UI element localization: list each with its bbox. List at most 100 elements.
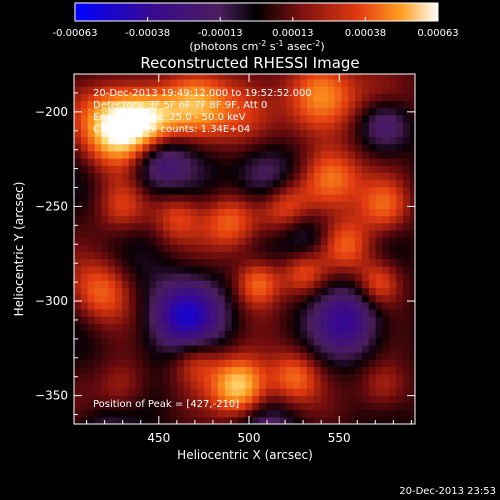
heatmap-cell xyxy=(245,150,253,159)
heatmap-cell xyxy=(348,273,356,281)
heatmap-cell xyxy=(108,86,116,94)
heatmap-cell xyxy=(307,330,315,339)
heatmap-cell xyxy=(231,222,240,231)
heatmap-cell xyxy=(382,100,390,109)
heatmap-cell xyxy=(403,201,411,209)
heatmap-cell xyxy=(327,100,336,109)
heatmap-cell xyxy=(163,388,171,396)
heatmap-cell xyxy=(396,294,404,303)
heatmap-cell xyxy=(163,359,171,368)
heatmap-cell xyxy=(190,136,199,145)
heatmap-cell xyxy=(307,143,315,152)
heatmap-cell xyxy=(300,215,308,224)
heatmap-cell xyxy=(348,172,356,181)
heatmap-cell xyxy=(334,78,342,87)
heatmap-cell xyxy=(300,201,308,209)
heatmap-cell xyxy=(265,215,274,224)
heatmap-cell xyxy=(389,172,397,181)
heatmap-cell xyxy=(327,344,336,353)
heatmap-cell xyxy=(101,316,109,324)
heatmap-cell xyxy=(238,208,247,217)
heatmap-cell xyxy=(80,122,89,130)
heatmap-cell xyxy=(389,129,397,138)
heatmap-cell xyxy=(320,395,329,404)
heatmap-cell xyxy=(279,287,288,296)
heatmap-cell xyxy=(300,74,308,80)
heatmap-cell xyxy=(396,222,404,231)
heatmap-cell xyxy=(149,330,157,339)
heatmap-cell xyxy=(375,122,384,130)
heatmap-cell xyxy=(135,244,144,253)
heatmap-cell xyxy=(259,416,267,424)
heatmap-cell xyxy=(259,402,267,411)
x-tick-label: 450 xyxy=(147,431,170,445)
heatmap-cell xyxy=(101,294,109,303)
heatmap-cell xyxy=(341,388,349,396)
heatmap-cell xyxy=(396,244,404,253)
heatmap-cell xyxy=(313,86,322,94)
heatmap-cell xyxy=(355,229,363,238)
heatmap-cell xyxy=(245,86,253,94)
heatmap-cell xyxy=(163,107,171,116)
heatmap-cell xyxy=(149,179,157,188)
heatmap-cell xyxy=(217,265,226,274)
heatmap-cell xyxy=(80,366,89,375)
heatmap-cell xyxy=(293,409,301,418)
heatmap-cell xyxy=(217,330,226,339)
heatmap-cell xyxy=(115,344,123,353)
heatmap-cell xyxy=(368,280,377,289)
heatmap-cell xyxy=(231,93,240,102)
heatmap-cell xyxy=(293,74,301,80)
heatmap-cell xyxy=(265,172,274,181)
heatmap-cell xyxy=(135,344,144,353)
heatmap-cell xyxy=(252,251,260,260)
heatmap-cell xyxy=(74,100,82,109)
heatmap-cell xyxy=(396,337,404,346)
heatmap-cell xyxy=(259,409,267,418)
heatmap-cell xyxy=(211,222,219,231)
heatmap-cell xyxy=(115,380,123,389)
heatmap-cell xyxy=(327,251,336,260)
heatmap-cell xyxy=(101,280,109,289)
heatmap-cell xyxy=(334,74,342,80)
heatmap-cell xyxy=(197,265,205,274)
heatmap-cell xyxy=(327,129,336,138)
heatmap-cell xyxy=(197,172,205,181)
heatmap-cell xyxy=(286,416,294,424)
heatmap-cell xyxy=(396,366,404,375)
heatmap-cell xyxy=(389,215,397,224)
heatmap-cell xyxy=(169,323,178,332)
heatmap-cell xyxy=(403,380,411,389)
heatmap-cell xyxy=(355,100,363,109)
heatmap-cell xyxy=(156,229,164,238)
heatmap-cell xyxy=(368,344,377,353)
heatmap-cell xyxy=(121,114,130,123)
heatmap-cell xyxy=(74,301,82,310)
heatmap-cell xyxy=(115,395,123,404)
heatmap-cell xyxy=(348,158,356,166)
heatmap-cell xyxy=(211,165,219,173)
heatmap-cell xyxy=(286,208,294,217)
heatmap-cell xyxy=(115,186,123,195)
heatmap-cell xyxy=(355,150,363,159)
heatmap-cell xyxy=(87,114,96,123)
heatmap-cell xyxy=(169,330,178,339)
heatmap-cell xyxy=(204,294,212,303)
heatmap-cell xyxy=(231,344,240,353)
heatmap-cell xyxy=(348,330,356,339)
heatmap-cell xyxy=(355,172,363,181)
heatmap-cell xyxy=(183,395,192,404)
heatmap-cell xyxy=(204,186,212,195)
heatmap-cell xyxy=(320,409,329,418)
heatmap-cell xyxy=(279,402,288,411)
heatmap-cell xyxy=(135,265,144,274)
heatmap-cell xyxy=(142,193,151,202)
heatmap-cell xyxy=(142,244,151,253)
heatmap-cell xyxy=(169,416,178,424)
heatmap-cell xyxy=(409,86,415,94)
heatmap-cell xyxy=(368,86,377,94)
heatmap-cell xyxy=(286,258,294,267)
heatmap-cell xyxy=(348,344,356,353)
heatmap-cell xyxy=(238,287,247,296)
